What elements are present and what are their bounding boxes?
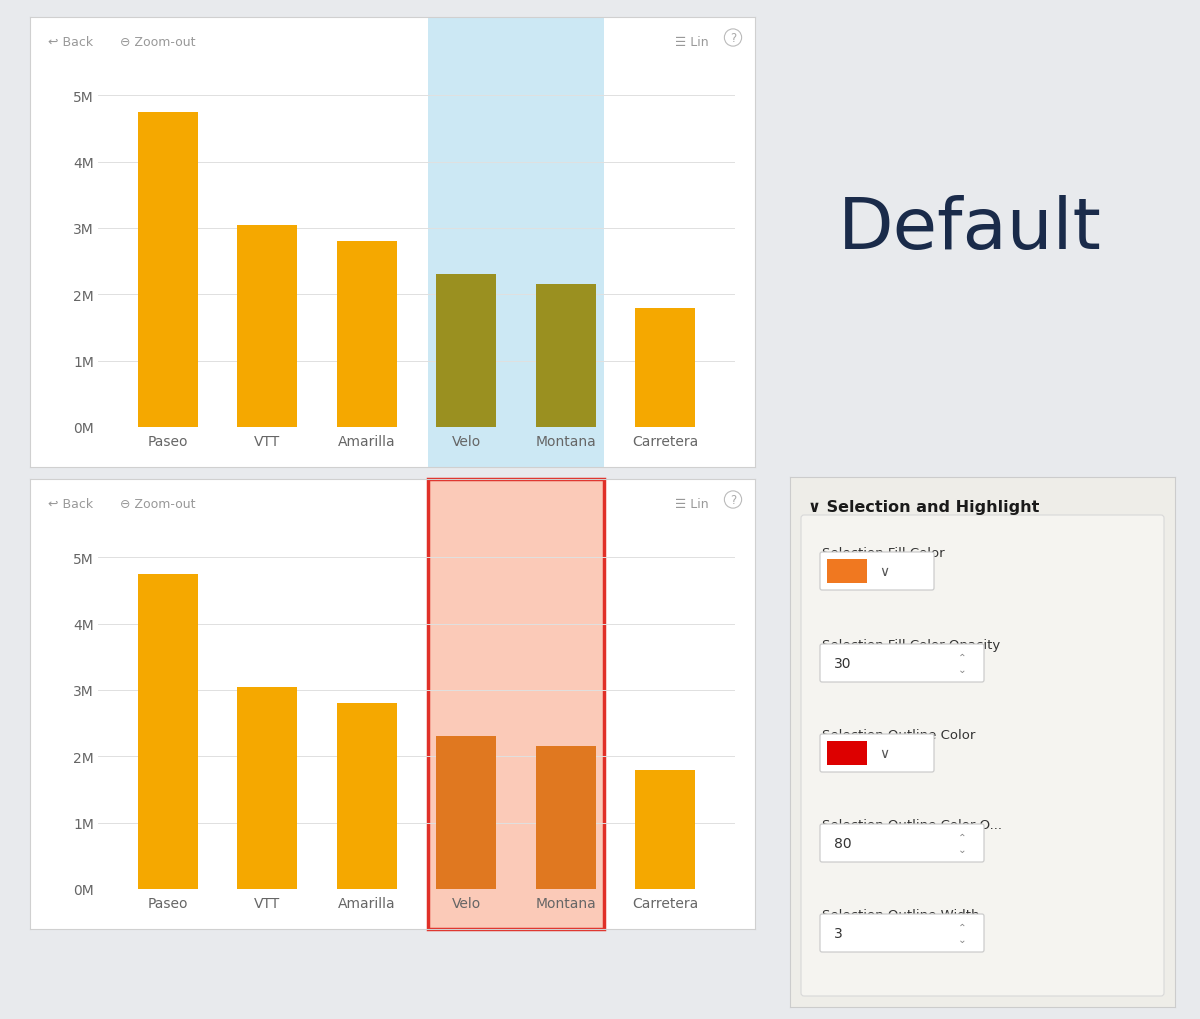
Text: ↩ Back: ↩ Back [48,497,94,511]
FancyBboxPatch shape [820,824,984,862]
Text: ☰ Lin: ☰ Lin [674,497,709,511]
Text: ∨: ∨ [878,565,889,579]
Bar [437,737,496,890]
Text: ⊖ Zoom-out: ⊖ Zoom-out [120,497,196,511]
Text: ⌄: ⌄ [958,934,966,945]
Text: Selection Fill Color: Selection Fill Color [822,546,944,559]
Text: ⌄: ⌄ [958,664,966,675]
Bar [337,242,396,428]
Bar [636,308,695,428]
Text: Selection Fill Color Opacity: Selection Fill Color Opacity [822,638,1001,651]
Text: Default: Default [838,196,1102,264]
Bar [428,480,604,929]
FancyBboxPatch shape [802,516,1164,996]
Text: 30: 30 [834,656,852,671]
Text: Selection Outline Color: Selection Outline Color [822,729,976,741]
Bar [437,275,496,428]
Bar [138,575,198,890]
Text: ?: ? [730,32,736,45]
Text: ⌄: ⌄ [958,845,966,854]
Text: ?: ? [730,493,736,506]
Text: ∨: ∨ [878,746,889,760]
Bar [337,703,396,890]
Bar [238,225,298,428]
Text: Selection Outline Color O...: Selection Outline Color O... [822,818,1002,832]
Text: 3: 3 [834,926,842,941]
Text: ↩ Back: ↩ Back [48,36,94,49]
Text: 80: 80 [834,837,852,850]
FancyBboxPatch shape [820,735,934,772]
Bar [636,769,695,890]
Text: ⌃: ⌃ [958,833,966,842]
Bar [138,113,198,428]
Bar [428,18,604,468]
Text: ⌃: ⌃ [958,922,966,932]
Text: ∨ Selection and Highlight: ∨ Selection and Highlight [808,499,1039,515]
Bar [536,285,595,428]
Text: ⌃: ⌃ [958,652,966,662]
Text: ⊖ Zoom-out: ⊖ Zoom-out [120,36,196,49]
FancyBboxPatch shape [820,552,934,590]
FancyBboxPatch shape [820,644,984,683]
Bar [827,741,866,765]
Text: ☰ Lin: ☰ Lin [674,36,709,49]
Bar [827,559,866,584]
Text: Selection Outline Width: Selection Outline Width [822,908,979,921]
Bar [536,747,595,890]
Bar [238,687,298,890]
FancyBboxPatch shape [820,914,984,952]
